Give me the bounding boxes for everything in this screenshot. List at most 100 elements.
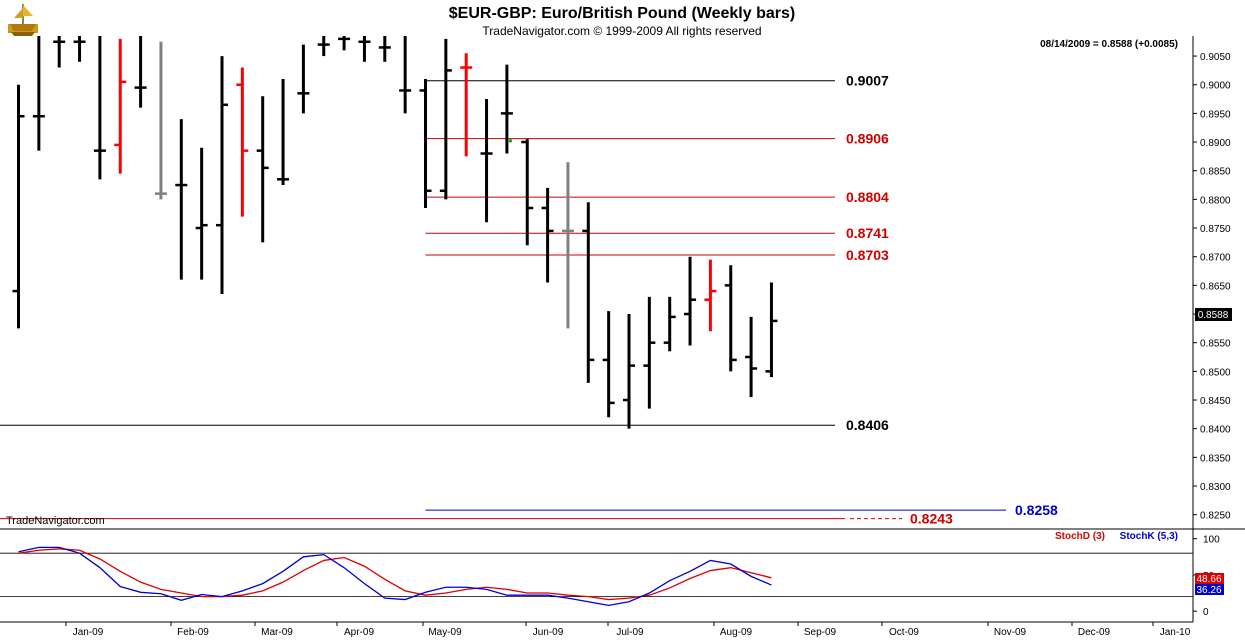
- price-tick-label: 0.8800: [1200, 195, 1231, 206]
- ohlc-bar: [195, 147, 208, 280]
- price-tick-label: 0.8450: [1200, 396, 1231, 407]
- stochD-value: 48.66: [1196, 574, 1221, 585]
- watermark: TradeNavigator.com: [6, 515, 105, 527]
- ohlc-bar: [480, 99, 493, 223]
- x-tick-label: Apr-09: [344, 627, 374, 638]
- ohlc-bar: [704, 259, 717, 332]
- stochD-value-box: [1195, 573, 1224, 584]
- price-tick-label: 0.8900: [1200, 138, 1231, 149]
- ohlc-bar: [338, 36, 351, 51]
- ohlc-bar: [216, 56, 228, 294]
- level-label: 0.8804: [846, 189, 889, 205]
- price-tick-label: 0.8950: [1200, 109, 1231, 120]
- chart-subtitle: TradeNavigator.com © 1999-2009 All right…: [482, 24, 761, 38]
- chart-title: $EUR-GBP: Euro/British Pound (Weekly bar…: [449, 5, 795, 22]
- x-tick-label: Jun-09: [533, 627, 564, 638]
- ohlc-bar: [399, 36, 412, 114]
- stoch-tick-label: 0: [1203, 607, 1209, 618]
- ohlc-bar: [460, 53, 473, 157]
- ohlc-bar: [419, 78, 432, 208]
- x-tick-label: Jul-09: [616, 627, 644, 638]
- stoch-line-stochD: [18, 548, 772, 601]
- x-tick-label: Jan-10: [1160, 627, 1191, 638]
- price-bars: [12, 36, 778, 429]
- ohlc-bar: [175, 119, 188, 280]
- level-lines: 0.9007 0.8906 0.8804 0.8741 0.8703 0.8406 0.82…: [0, 73, 1058, 527]
- x-tick-label: Feb-09: [177, 627, 209, 638]
- last-price-box: [1195, 308, 1232, 321]
- x-tick-label: Sep-09: [804, 627, 837, 638]
- ohlc-bar: [439, 38, 452, 200]
- ohlc-bar: [765, 282, 778, 378]
- price-tick-label: 0.8350: [1200, 453, 1231, 464]
- stoch-line-stochK: [18, 546, 772, 606]
- ohlc-bar: [236, 67, 249, 217]
- stoch-tick-label: 100: [1203, 535, 1220, 546]
- ohlc-bar: [663, 296, 676, 352]
- ohlc-bar: [32, 36, 45, 151]
- price-tick-label: 0.8550: [1200, 339, 1231, 350]
- ohlc-bar: [12, 84, 25, 329]
- ohlc-bar: [602, 311, 615, 418]
- ohlc-bar: [114, 38, 127, 174]
- x-tick-label: Dec-09: [1078, 627, 1111, 638]
- price-tick-label: 0.8750: [1200, 224, 1231, 235]
- price-tick-label: 0.8700: [1200, 253, 1231, 264]
- level-label: 0.8243: [910, 511, 953, 527]
- ohlc-bar: [541, 187, 554, 283]
- price-tick-label: 0.8500: [1200, 367, 1231, 378]
- ohlc-bar: [317, 36, 330, 57]
- ohlc-bar: [684, 256, 697, 346]
- x-tick-label: Nov-09: [994, 627, 1027, 638]
- ohlc-bar: [521, 139, 534, 246]
- ohlc-bar: [582, 202, 595, 383]
- price-tick-label: 0.8650: [1200, 281, 1231, 292]
- price-tick-label: 0.8250: [1200, 511, 1231, 522]
- ohlc-bar: [745, 316, 758, 398]
- ohlc-bar: [73, 36, 86, 62]
- x-tick-label: Aug-09: [720, 627, 753, 638]
- price-readout: 08/14/2009 = 0.8588 (+0.0085): [1040, 39, 1178, 50]
- price-tick-label: 0.9050: [1200, 52, 1231, 63]
- price-tick-label: 0.8300: [1200, 482, 1231, 493]
- x-tick-label: Mar-09: [261, 627, 293, 638]
- x-tick-label: Jan-09: [73, 627, 104, 638]
- x-tick-label: May-09: [428, 627, 462, 638]
- level-label: 0.8906: [846, 131, 889, 147]
- level-label: 0.8258: [1015, 502, 1058, 518]
- price-tick-label: 0.8850: [1200, 167, 1231, 178]
- price-tick-label: 0.9000: [1200, 81, 1231, 92]
- level-label: 0.8741: [846, 225, 889, 241]
- ohlc-bar: [500, 64, 513, 154]
- level-label: 0.9007: [846, 73, 889, 89]
- ohlc-bar: [724, 265, 737, 372]
- ohlc-bar: [623, 314, 635, 429]
- legend-stochK: StochK (5,3): [1120, 531, 1178, 542]
- ohlc-bar: [256, 96, 269, 243]
- ohlc-bar: [561, 162, 574, 329]
- ohlc-bar: [93, 36, 106, 180]
- x-axis-ticks: Jan-09 Feb-09 Mar-09 Apr-09 May-09 Jun-09 Jul-…: [65, 622, 1191, 638]
- ohlc-bar: [358, 36, 371, 62]
- ohlc-bar: [154, 41, 167, 200]
- x-tick-label: Oct-09: [889, 627, 919, 638]
- stochK-value-box: [1195, 584, 1224, 595]
- ohlc-bar: [378, 36, 391, 62]
- signal-marker: [508, 139, 512, 143]
- last-price-label: 0.8588: [1198, 310, 1229, 321]
- level-label: 0.8406: [846, 417, 889, 433]
- sailing-ship-logo-icon: [8, 4, 38, 36]
- stochK-value: 36.26: [1196, 585, 1221, 596]
- ohlc-bar: [53, 36, 66, 68]
- legend-stochD: StochD (3): [1055, 531, 1105, 542]
- ohlc-bar: [134, 36, 147, 108]
- price-axis-panel: [1193, 36, 1245, 529]
- ohlc-bar: [643, 296, 656, 409]
- ohlc-bar: [297, 44, 310, 114]
- ohlc-bar: [277, 78, 290, 186]
- price-tick-label: 0.8400: [1200, 425, 1231, 436]
- level-label: 0.8703: [846, 247, 889, 263]
